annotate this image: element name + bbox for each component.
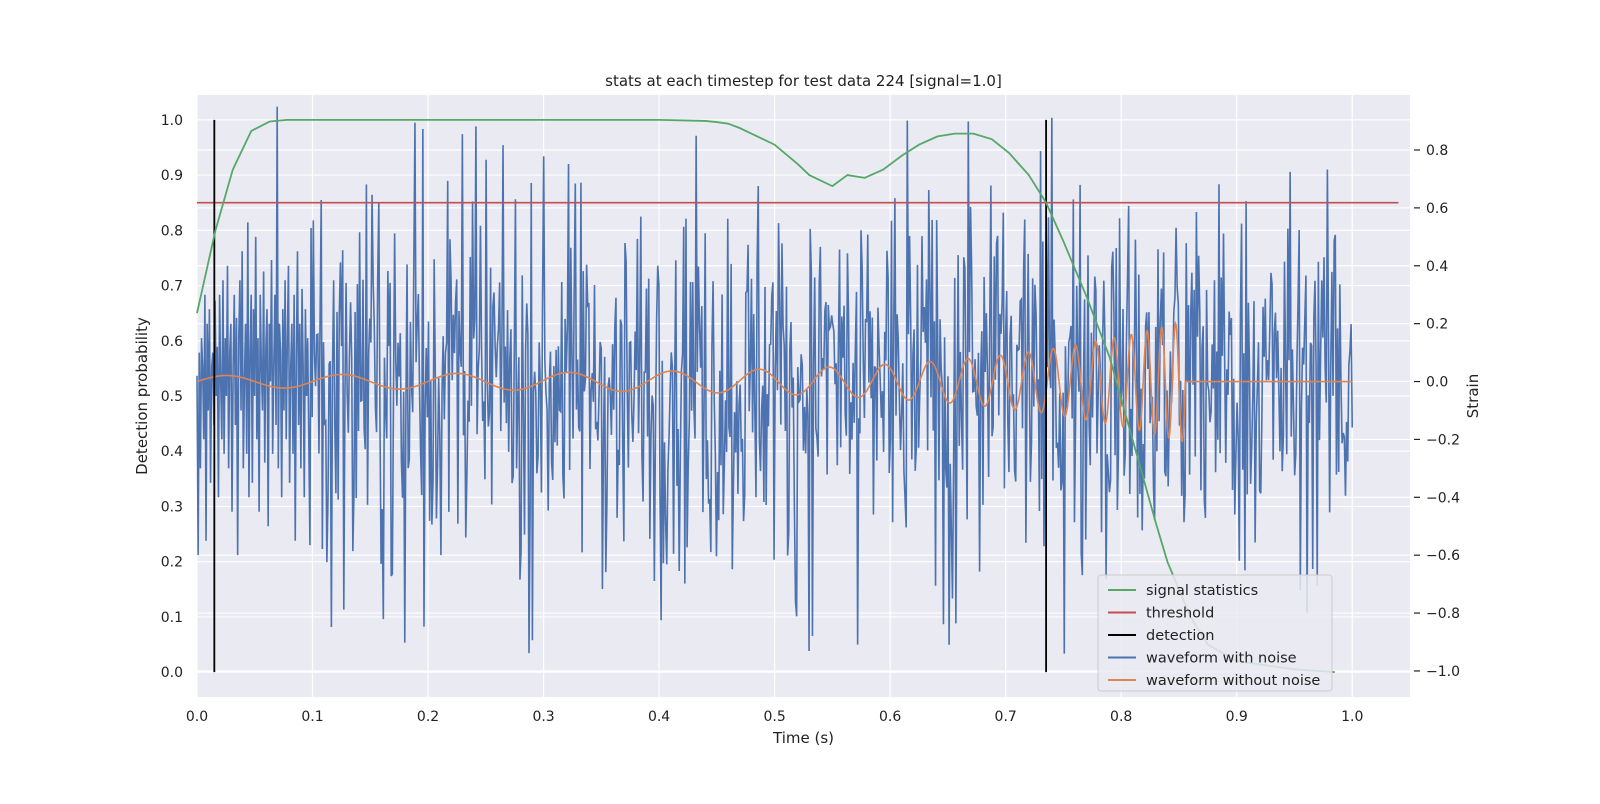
x-tick-label: 0.1 [301, 709, 323, 725]
y-left-tick-label: 0.4 [161, 444, 183, 460]
y-left-tick-label: 0.0 [161, 665, 183, 681]
legend-box [1097, 574, 1333, 692]
y-left-tick-label: 0.9 [161, 168, 183, 184]
legend-label: detection [1146, 628, 1214, 644]
y-right-tick-label: −0.6 [1426, 548, 1460, 564]
axes-ticks: 0.0 0.1 0.2 0.3 0.4 0.5 0.6 0.7 0.8 0.9 1.0 0.0 0.1 0… [161, 113, 1460, 725]
x-tick-label: 0.8 [1110, 709, 1132, 725]
legend: signal statistics threshold detection wavef… [1097, 574, 1333, 692]
y-right-tick-label: 0.6 [1426, 201, 1448, 217]
y-left-tick-label: 0.3 [161, 499, 183, 515]
x-tick-label: 0.4 [648, 709, 670, 725]
x-tick-label: 0.0 [186, 709, 208, 725]
y-right-tick-label: −0.8 [1426, 606, 1460, 622]
chart-title: stats at each timestep for test data 224… [605, 72, 1002, 90]
waveform-without-noise-line [196, 320, 1353, 443]
y-left-tick-label: 0.6 [161, 334, 183, 350]
y-right-tick-label: 0.8 [1426, 143, 1448, 159]
waveform-with-noise-line [196, 106, 1354, 654]
x-tick-label: 0.9 [1226, 709, 1248, 725]
y-left-tick-label: 0.2 [161, 555, 183, 571]
y-left-tick-label: 0.8 [161, 223, 183, 239]
y-left-axis-label: Detection probability [133, 317, 151, 475]
y-right-tick-label: 0.0 [1426, 375, 1448, 391]
signal-statistics-line [196, 118, 1335, 674]
y-left-tick-label: 0.7 [161, 279, 183, 295]
x-axis-label: Time (s) [772, 729, 834, 747]
x-tick-label: 0.5 [763, 709, 785, 725]
y-right-tick-label: −1.0 [1426, 664, 1460, 680]
x-tick-label: 0.2 [417, 709, 439, 725]
y-right-axis-label: Strain [1464, 374, 1482, 418]
x-tick-label: 0.3 [532, 709, 554, 725]
y-right-tick-label: 0.4 [1426, 259, 1448, 275]
x-tick-label: 1.0 [1341, 709, 1363, 725]
y-right-tick-label: −0.4 [1426, 490, 1460, 506]
x-tick-label: 0.6 [879, 709, 901, 725]
series-layer [196, 106, 1399, 674]
y-right-tick-label: 0.2 [1426, 317, 1448, 333]
legend-label: signal statistics [1146, 583, 1258, 599]
legend-label: waveform with noise [1146, 651, 1297, 667]
y-left-tick-label: 0.5 [161, 389, 183, 405]
legend-label: threshold [1146, 606, 1214, 622]
legend-label: waveform without noise [1146, 673, 1320, 689]
y-right-tick-label: −0.2 [1426, 432, 1460, 448]
x-tick-label: 0.7 [995, 709, 1017, 725]
y-left-tick-label: 0.1 [161, 610, 183, 626]
y-left-tick-label: 1.0 [161, 113, 183, 129]
